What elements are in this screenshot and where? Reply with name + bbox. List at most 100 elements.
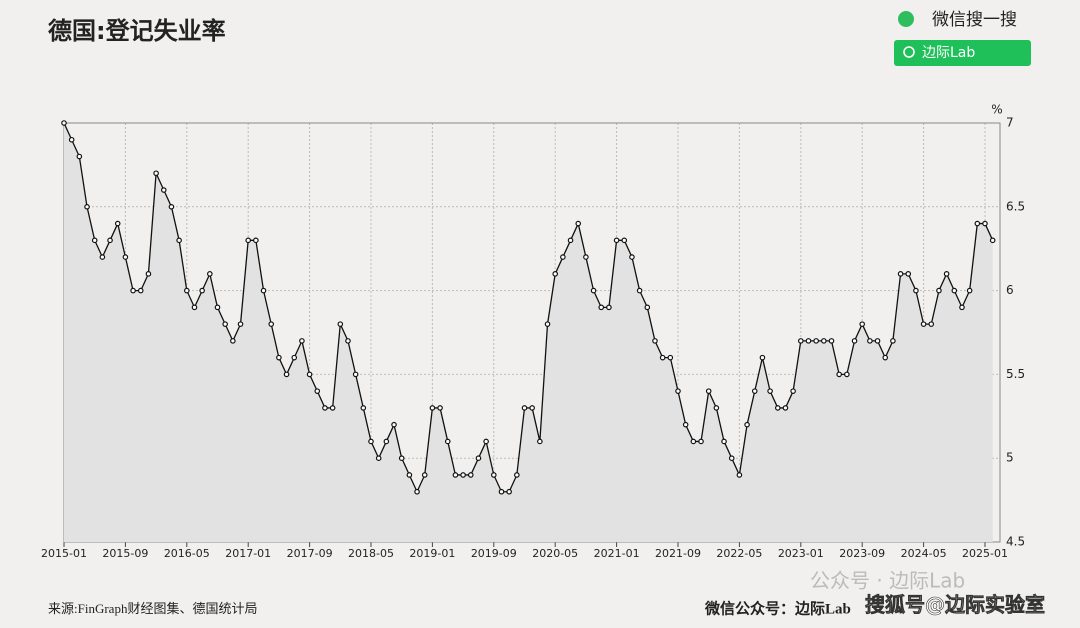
point [514,472,520,478]
point [383,438,390,445]
point [828,338,835,344]
point [429,405,436,411]
point [122,254,129,260]
point [314,388,321,394]
point [260,287,267,294]
point [483,438,489,445]
point [698,438,704,445]
point [690,438,697,445]
y-tick-label: 5.5 [1006,367,1025,381]
point [345,338,351,344]
point [452,472,459,478]
point [874,338,881,344]
point [329,405,336,411]
search-button[interactable] [894,40,1031,66]
point [437,405,443,411]
x-tick-label: 2017-09 [287,547,333,560]
x-tick-label: 2024-05 [901,547,947,560]
point [145,271,152,277]
point [575,220,582,227]
point [890,338,896,344]
point [91,237,98,244]
point [291,354,298,361]
point [736,472,743,478]
point [230,338,236,344]
x-tick-label: 2019-01 [409,547,455,560]
point [644,304,651,311]
point [974,220,981,227]
x-tick-label: 2017-01 [225,547,271,560]
point [130,287,136,294]
point [621,237,628,244]
x-tick-label: 2015-01 [41,547,87,560]
point [299,338,305,344]
point [498,488,505,495]
x-tick-label: 2020-05 [532,547,578,560]
y-unit: % [991,103,1002,117]
point [490,472,497,478]
point [636,287,643,294]
point [805,338,812,344]
point [652,338,658,344]
point [675,388,681,394]
point [245,237,252,244]
point [759,354,766,361]
point [905,271,912,277]
x-tick-label: 2023-01 [778,547,824,560]
watermark: 搜狐号@边际实验室 [865,593,1045,617]
point [153,170,159,177]
point [237,321,244,327]
point [99,254,106,260]
x-tick-label: 2018-05 [348,547,394,560]
point [882,354,889,361]
point [306,371,313,378]
search-button-label[interactable]: 边际Lab [922,45,975,61]
point [682,421,689,428]
point [107,237,113,244]
point [276,354,282,361]
wechat-icon [898,11,914,27]
point [959,304,965,311]
point [444,438,451,445]
x-tick-label: 2019-09 [471,547,517,560]
point [529,405,535,411]
point [629,254,635,260]
point [76,153,83,160]
point [421,472,428,478]
point [859,321,866,327]
point [844,371,850,378]
point [283,371,290,378]
x-tick-label: 2025-01 [962,547,1008,560]
point [920,321,927,327]
point [790,388,796,394]
point [936,287,942,294]
point [406,472,413,478]
point [713,405,720,411]
point [928,321,935,327]
point [613,237,620,244]
point [375,455,382,462]
point [797,338,804,344]
point [168,204,175,210]
point [207,271,213,277]
point [467,472,474,478]
point [268,321,275,327]
point [598,304,605,311]
point [560,254,566,260]
point [989,237,996,244]
line [63,122,994,494]
point [322,405,328,411]
x-tick-label: 2021-01 [594,547,640,560]
point [606,304,612,311]
search-icon [903,46,915,58]
point [774,405,781,411]
chart-title: 德国:登记失业率 [48,17,226,45]
point [813,338,819,344]
point [360,405,367,411]
point [521,405,528,411]
point [199,287,205,294]
point [667,354,674,361]
x-tick-label: 2016-05 [164,547,210,560]
point [414,488,420,495]
